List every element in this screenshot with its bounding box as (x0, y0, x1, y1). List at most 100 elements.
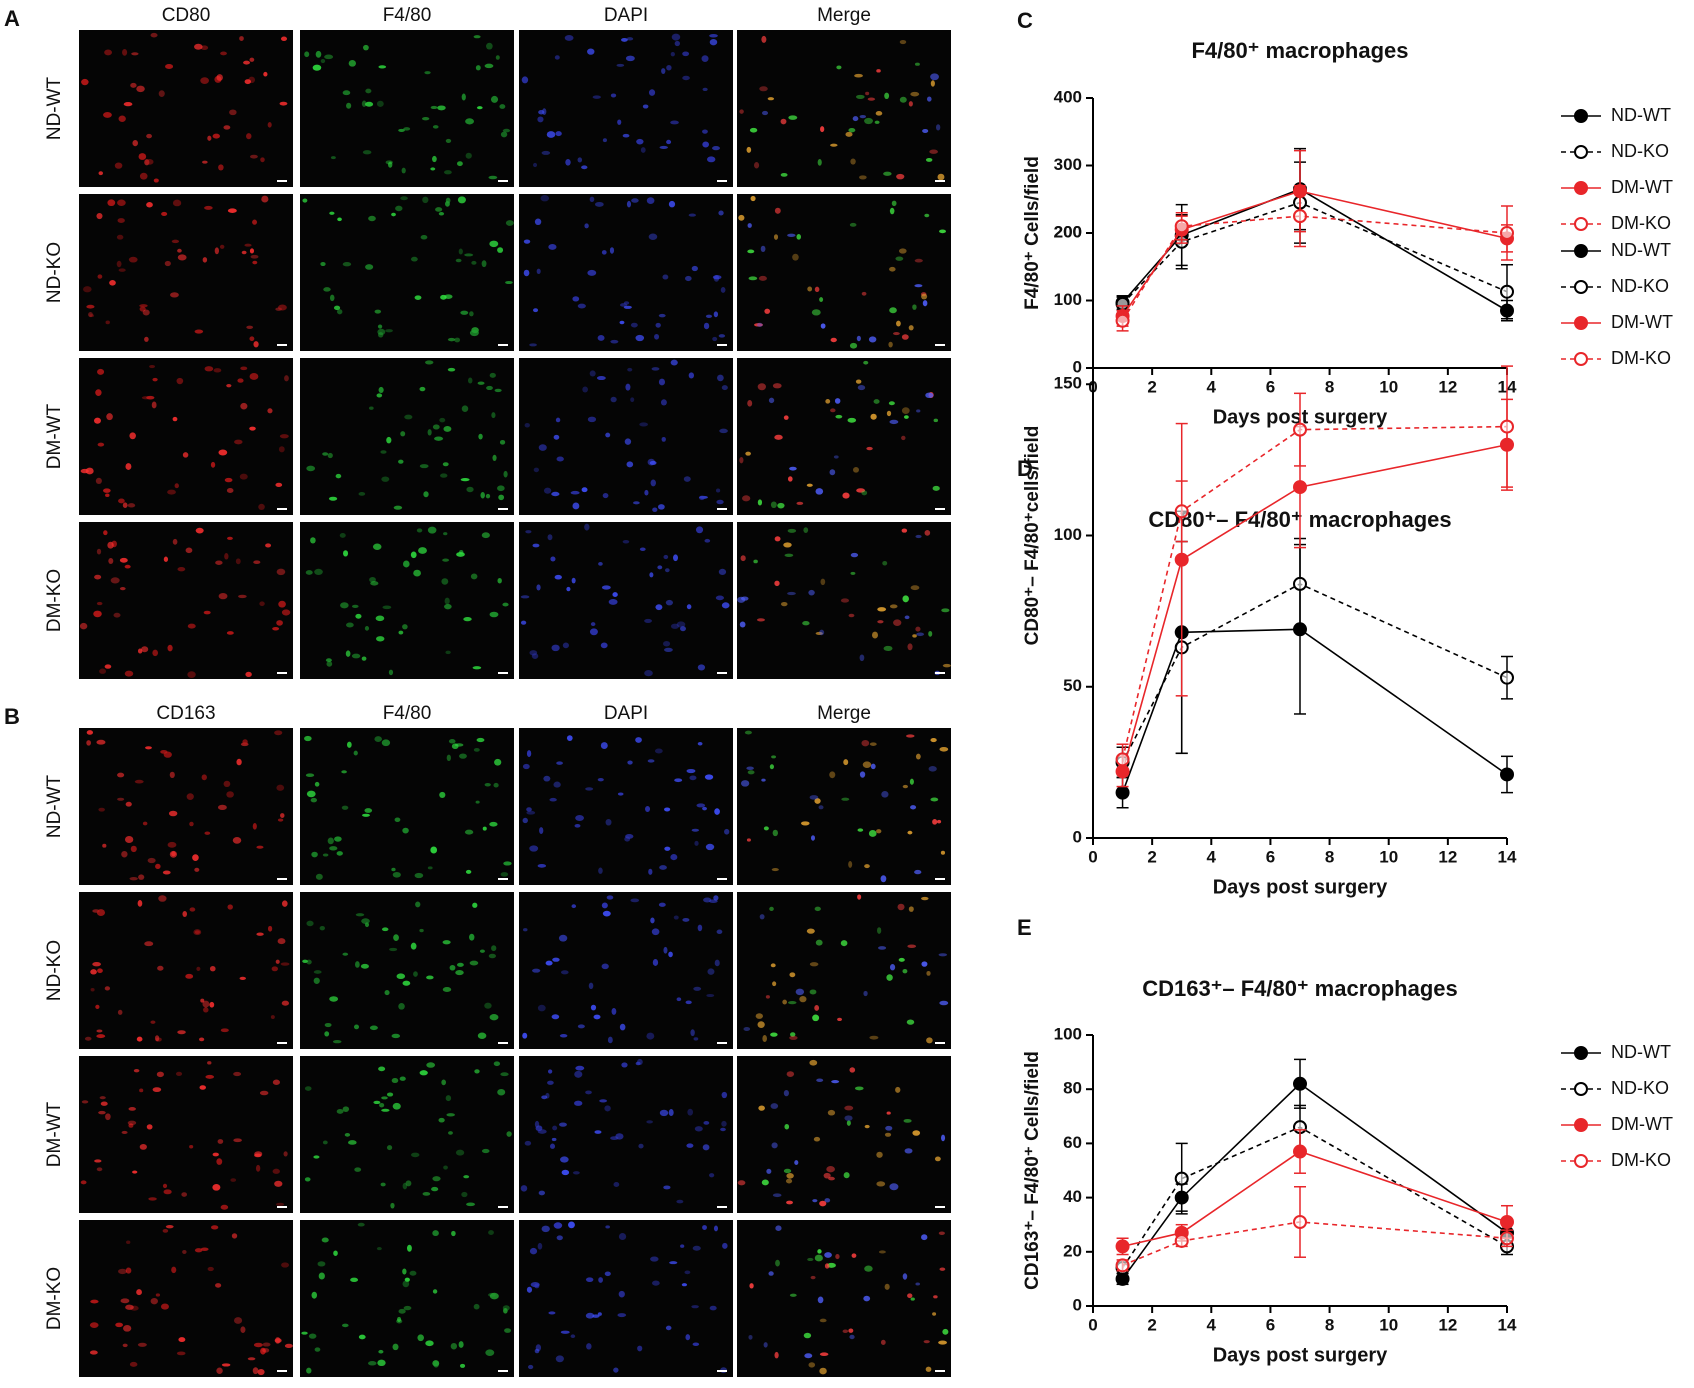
cell-dot (558, 934, 568, 942)
cell-dot (889, 419, 899, 425)
cell-dot (589, 628, 598, 636)
cell-dot (714, 959, 720, 967)
cell-dot (256, 932, 264, 936)
cell-dot (372, 543, 382, 550)
cell-dot (707, 968, 715, 975)
cell-dot (124, 564, 131, 569)
cell-dot (780, 118, 787, 125)
legend-label: ND-KO (1611, 141, 1669, 161)
cell-dot (122, 502, 128, 509)
cell-dot (186, 793, 194, 800)
cell-dot (615, 1133, 624, 1140)
cell-dot (382, 605, 392, 610)
cell-dot (893, 332, 900, 336)
cell-dot (704, 538, 711, 543)
cell-dot (469, 311, 474, 317)
cell-dot (110, 577, 120, 584)
cell-dot (716, 929, 723, 935)
cell-dot (668, 1109, 674, 1116)
cell-dot (562, 642, 569, 649)
cell-dot (664, 846, 671, 851)
cell-dot (657, 565, 663, 570)
cell-dot (355, 913, 365, 917)
cell-dot (454, 337, 461, 343)
panel-label: C (1017, 8, 1033, 33)
cell-dot (809, 989, 817, 995)
cell-dot (435, 207, 443, 212)
cell-dot (320, 58, 326, 64)
cell-dot (342, 1106, 350, 1112)
cell-dot (889, 964, 896, 971)
cell-dot (754, 323, 763, 327)
cell-dot (787, 233, 796, 238)
cell-dot (819, 629, 825, 636)
cell-dot (912, 1130, 921, 1136)
cell-dot (200, 77, 209, 84)
cell-dot (904, 1148, 913, 1154)
cell-dot (481, 1148, 490, 1154)
cell-dot (676, 621, 686, 628)
cell-dot (117, 1009, 123, 1015)
cell-dot (753, 559, 758, 564)
y-tick-label: 20 (1063, 1241, 1082, 1260)
cell-dot (116, 260, 122, 268)
cell-dot (849, 1334, 855, 1340)
cell-dot (881, 791, 889, 798)
cell-dot (118, 268, 126, 272)
cell-dot (272, 1168, 280, 1174)
cell-dot (403, 127, 411, 131)
cell-dot (130, 845, 137, 853)
cell-dot (96, 1167, 103, 1172)
cell-dot (739, 109, 744, 114)
micrograph-bg (300, 194, 514, 351)
cell-dot (502, 128, 511, 133)
cell-dot (485, 493, 491, 499)
cell-dot (374, 736, 382, 742)
cell-dot (369, 1025, 378, 1031)
cell-dot (694, 840, 699, 846)
cell-dot (489, 1014, 499, 1021)
cell-dot (828, 1176, 835, 1181)
cell-dot (622, 540, 630, 544)
cell-dot (547, 1080, 554, 1085)
cell-dot (185, 973, 194, 979)
cell-dot (138, 153, 147, 160)
cell-dot (346, 622, 354, 628)
micrograph (300, 522, 514, 679)
cell-dot (380, 1182, 386, 1187)
cell-dot (99, 668, 107, 674)
cell-dot (155, 1293, 161, 1297)
series-line (1122, 1221, 1508, 1267)
cell-dot (669, 1261, 678, 1265)
cell-dot (718, 210, 724, 216)
cell-dot (437, 105, 446, 111)
data-point (1174, 504, 1189, 519)
cell-dot (217, 804, 227, 810)
cell-dot (886, 410, 892, 417)
cell-dot (280, 962, 290, 966)
cell-dot (876, 829, 882, 834)
cell-dot (125, 801, 132, 807)
data-point (1500, 1231, 1514, 1246)
x-tick-label: 14 (1498, 847, 1517, 866)
cell-dot (784, 1123, 790, 1130)
cell-dot (747, 249, 755, 254)
cell-dot (585, 1312, 595, 1319)
cell-dot (220, 1204, 229, 1210)
cell-dot (683, 476, 691, 482)
cell-dot (257, 1368, 265, 1376)
cell-dot (118, 115, 126, 122)
cell-dot (477, 1032, 487, 1039)
cell-dot (460, 310, 469, 315)
cell-dot (218, 592, 228, 600)
cell-dot (505, 220, 514, 226)
cell-dot (880, 875, 887, 883)
cell-dot (256, 845, 264, 849)
cell-dot (922, 300, 928, 307)
x-axis-label: Days post surgery (1213, 1344, 1388, 1366)
cell-dot (402, 980, 411, 986)
cell-dot (665, 599, 673, 606)
cell-dot (358, 1334, 366, 1340)
cell-dot (440, 473, 448, 478)
cell-dot (606, 895, 614, 900)
